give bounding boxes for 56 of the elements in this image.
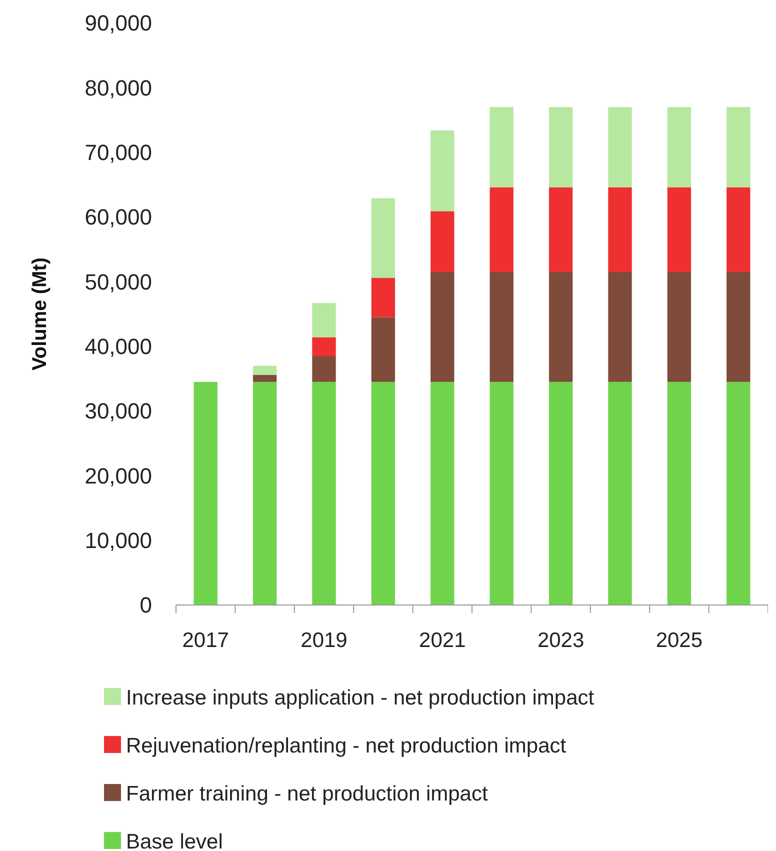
bar: [490, 382, 514, 605]
bar: [252, 366, 277, 375]
bar: [490, 107, 514, 188]
x-tick-label: 2023: [537, 629, 584, 652]
bar: [548, 382, 573, 605]
legend-label: Rejuvenation/replanting - net production impact: [126, 734, 566, 758]
x-tick-label: 2025: [656, 629, 703, 652]
legend-label: Increase inputs application - net production impact: [126, 686, 594, 710]
bar: [726, 187, 750, 272]
bar: [371, 317, 396, 382]
x-tick-label: 2019: [300, 629, 348, 652]
x-tick-label: 2017: [182, 629, 229, 652]
bar: [667, 382, 692, 605]
y-tick-label: 50,000: [84, 269, 152, 294]
bar: [726, 107, 750, 188]
y-axis-title: Volume (Mt): [29, 258, 51, 370]
bar: [430, 211, 454, 272]
bar: [312, 337, 336, 356]
legend-label: Base level: [126, 830, 223, 851]
bar: [608, 382, 632, 605]
bar: [548, 187, 573, 272]
bar: [371, 382, 396, 605]
bar: [252, 382, 277, 605]
y-tick-label: 20,000: [84, 463, 152, 488]
y-tick-label: 90,000: [84, 10, 152, 36]
bar: [312, 303, 336, 338]
y-tick-label: 60,000: [84, 204, 152, 230]
bar: [726, 382, 750, 605]
x-tick-label: 2021: [419, 629, 466, 652]
bar: [194, 382, 218, 605]
bar: [667, 187, 692, 272]
bar: [430, 382, 454, 605]
bar: [726, 272, 750, 382]
y-tick-label: 10,000: [84, 528, 152, 554]
bar: [608, 187, 632, 272]
bar: [490, 187, 514, 272]
bar: [312, 356, 336, 382]
y-tick-label: 80,000: [84, 75, 152, 100]
bar: [667, 272, 692, 382]
y-tick-label: 30,000: [84, 398, 152, 424]
bar: [608, 107, 632, 188]
y-tick-label: 70,000: [84, 140, 152, 166]
legend-label: Farmer training - net production impact: [126, 782, 488, 806]
bar: [608, 272, 632, 382]
bar: [252, 374, 277, 382]
y-tick-label: 0: [140, 592, 152, 618]
y-tick-label: 40,000: [84, 334, 152, 360]
bar: [667, 107, 692, 188]
bar: [371, 198, 396, 278]
bar: [490, 272, 514, 382]
bar: [430, 130, 454, 212]
bar: [430, 272, 454, 382]
bar: [548, 107, 573, 188]
bar: [548, 272, 573, 382]
bar: [312, 382, 336, 605]
bar: [371, 278, 396, 318]
